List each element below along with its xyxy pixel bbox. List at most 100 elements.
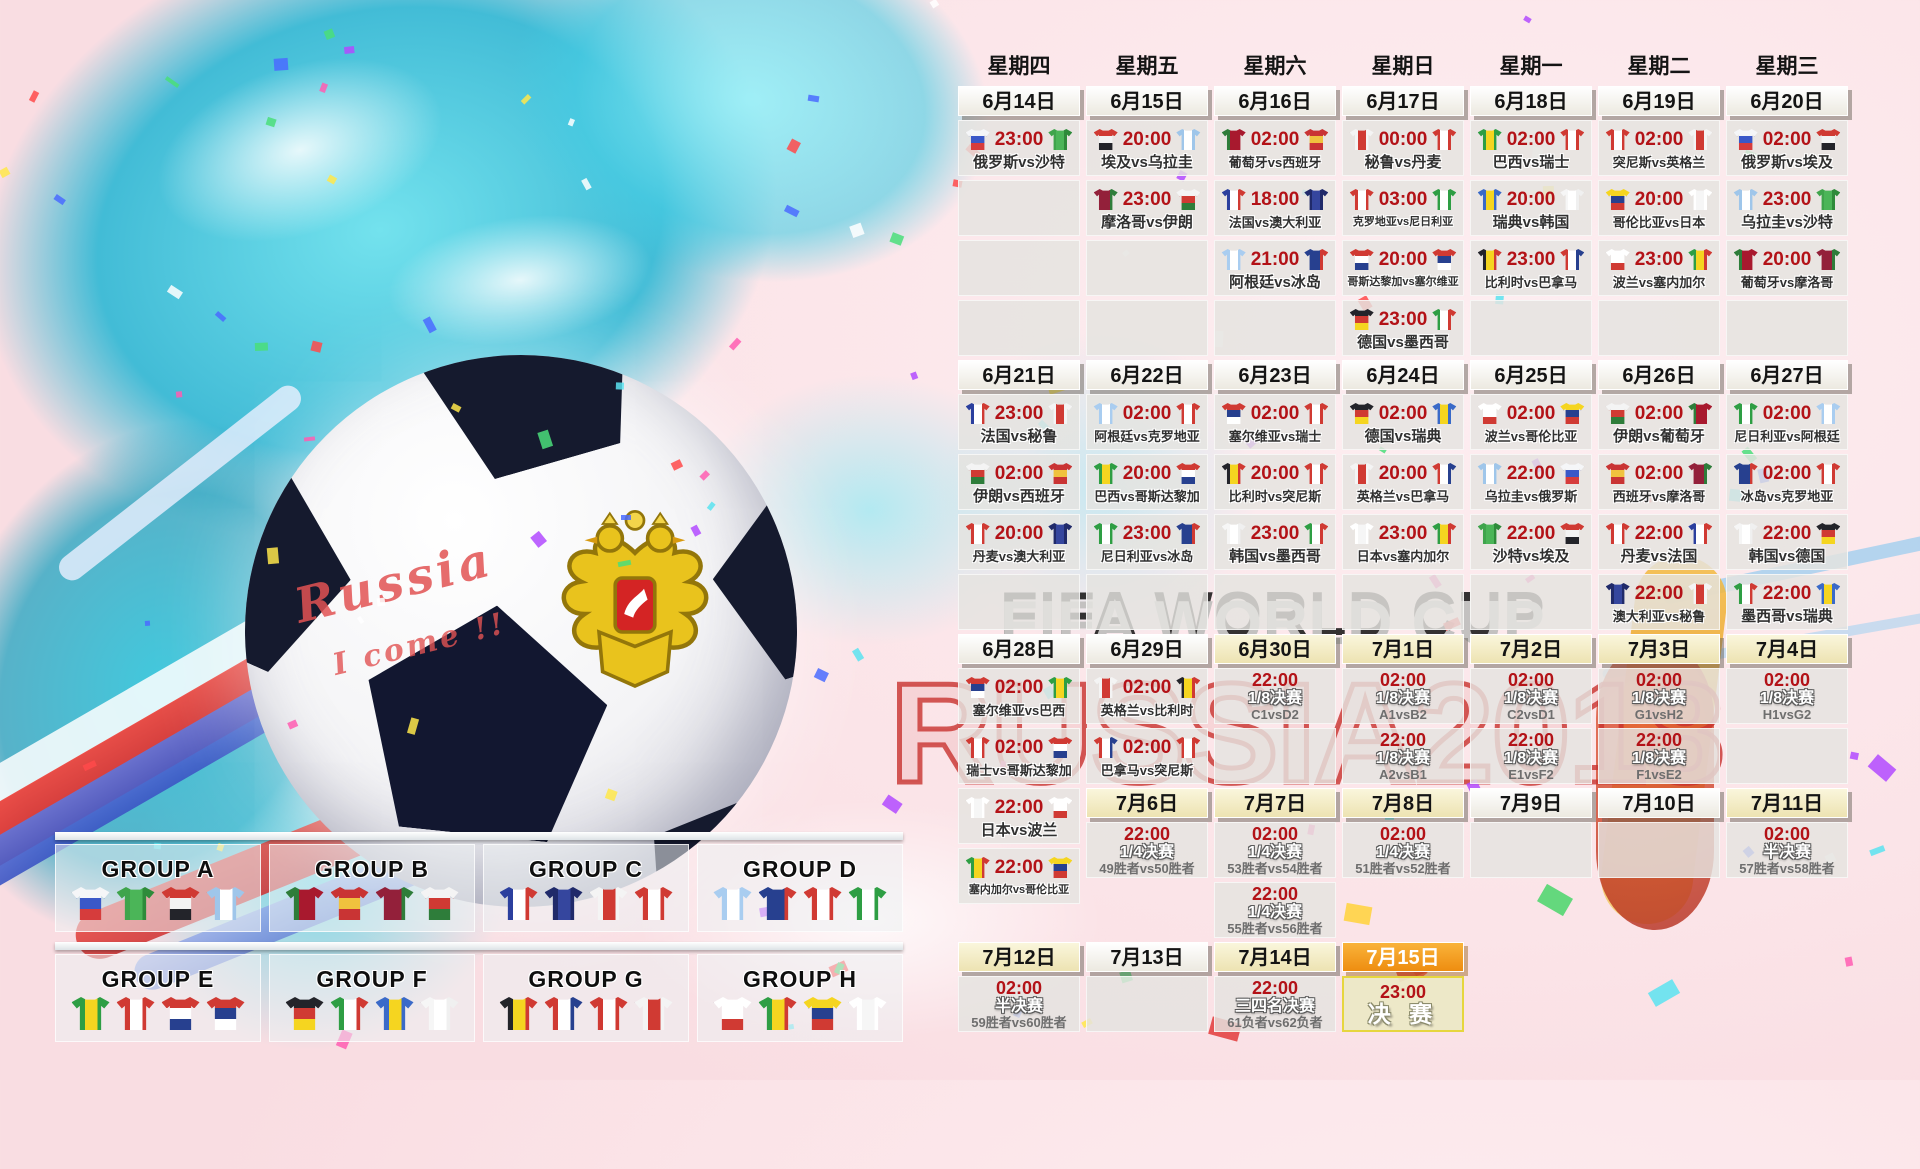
kickoff-time: 02:00 [1634,463,1684,484]
kickoff-time: 02:00 [995,977,1043,998]
date-header: 7月1日 [1342,634,1464,664]
group-jerseys [713,887,887,920]
team-jersey-icon [1733,583,1758,604]
match-row: 02:00 [1605,460,1713,488]
kickoff-time: 22:00 [1506,523,1556,544]
team-jersey-icon [1605,249,1630,270]
team-jersey-icon [206,887,245,920]
team-jersey-icon [161,887,200,920]
kickoff-time: 18:00 [1250,189,1300,210]
team-jersey-icon [965,403,990,424]
match-row: 02:00 [965,734,1073,762]
kickoff-time: 02:00 [1634,403,1684,424]
team-jersey-icon [965,463,990,484]
team-jersey-icon [1432,189,1457,210]
kickoff-time: 22:00 [1506,463,1556,484]
match-row: 20:00 [1605,186,1713,214]
group-title: GROUP C [529,856,643,882]
match-teams-label: 塞尔维亚vs瑞士 [1228,428,1322,444]
match-teams-label: 阿根廷vs冰岛 [1229,273,1321,291]
match-cell: 20:00 埃及vs乌拉圭 [1086,120,1208,176]
match-cell: 23:00 摩洛哥vs伊朗 [1086,180,1208,236]
team-jersey-icon [1048,403,1073,424]
team-jersey-icon [1093,463,1118,484]
team-jersey-icon [1816,403,1841,424]
match-row: 20:00 [1349,246,1457,274]
kickoff-time: 02:00 [1122,677,1172,698]
kickoff-time: 22:00 [1762,523,1812,544]
team-jersey-icon [1048,129,1073,150]
match-teams-label: 尼日利亚vs冰岛 [1100,548,1194,564]
match-cell: 02:00 波兰vs哥伦比亚 [1470,394,1592,450]
kickoff-time: 02:00 [1379,823,1427,844]
match-teams-label: 秘鲁vs丹麦 [1364,153,1442,171]
date-header: 7月7日 [1214,788,1336,818]
kickoff-time: 02:00 [1250,129,1300,150]
team-jersey-icon [965,523,990,544]
team-jersey-icon [1048,857,1073,878]
knockout-cell: 22:00 1/8决赛 A2vsB1 [1342,728,1464,784]
kickoff-time: 02:00 [1763,669,1811,690]
team-jersey-icon [1560,403,1585,424]
kickoff-time: 23:00 [1634,249,1684,270]
team-jersey-icon [848,887,887,920]
kickoff-time: 03:00 [1378,189,1428,210]
match-cell: 02:00 伊朗vs葡萄牙 [1598,394,1720,450]
group-jerseys [285,997,459,1030]
empty-cell [1470,574,1592,630]
match-cell: 02:00 尼日利亚vs阿根廷 [1726,394,1848,450]
match-teams-label: 巴拿马vs突尼斯 [1100,762,1194,778]
date-header: 6月27日 [1726,360,1848,390]
pairing-label: 49胜者vs50胜者 [1099,860,1195,876]
group-title: GROUP B [315,856,429,882]
team-jersey-icon [803,997,842,1030]
pairing-label: A2vsB1 [1379,766,1427,782]
team-jersey-icon [1733,523,1758,544]
match-row: 22:00 [1733,520,1841,548]
match-teams-label: 日本vs波兰 [980,821,1058,839]
group-row: GROUP E GROUP F GROUP G GROUP H [55,954,903,1042]
team-jersey-icon [1093,403,1118,424]
match-cell: 23:00 比利时vs巴拿马 [1470,240,1592,296]
round-label: 三四名决赛 [1234,997,1315,1015]
empty-cell [1214,300,1336,356]
match-teams-label: 瑞典vs韩国 [1492,213,1570,231]
team-jersey-icon [1304,463,1329,484]
group-title: GROUP A [101,856,215,882]
match-cell: 23:00 俄罗斯vs沙特 [958,120,1080,176]
match-cell: 02:00 西班牙vs摩洛哥 [1598,454,1720,510]
team-jersey-icon [1048,523,1073,544]
team-jersey-icon [161,997,200,1030]
match-row: 22:00 [1477,460,1585,488]
calendar-column: 星期三 6月20日 02:00 俄罗斯vs埃及 23:00 乌拉圭vs沙特 20:00 葡萄牙… [1726,50,1848,1032]
round-label: 1/4决赛 [1375,843,1431,861]
knockout-cell: 02:00 1/4决赛 51胜者vs52胜者 [1342,822,1464,878]
kickoff-time: 22:00 [1123,823,1171,844]
team-jersey-icon [206,997,245,1030]
team-jersey-icon [758,887,797,920]
date-header: 6月22日 [1086,360,1208,390]
match-teams-label: 哥斯达黎加vs塞尔维亚 [1347,275,1459,288]
match-teams-label: 哥伦比亚vs日本 [1612,214,1706,230]
team-jersey-icon [1477,403,1502,424]
team-jersey-icon [1432,249,1457,270]
confetti-piece [254,342,269,351]
match-row: 02:00 [1605,400,1713,428]
team-jersey-icon [1176,677,1201,698]
match-teams-label: 英格兰vs比利时 [1100,702,1194,718]
kickoff-time: 02:00 [1122,737,1172,758]
knockout-cell: 22:00 1/4决赛 55胜者vs56胜者 [1214,882,1336,938]
match-cell: 20:00 英格兰vs巴拿马 [1342,454,1464,510]
match-cell: 23:00 波兰vs塞内加尔 [1598,240,1720,296]
match-row: 02:00 [965,674,1073,702]
team-jersey-icon [1733,189,1758,210]
team-jersey-icon [1048,677,1073,698]
kickoff-time: 23:00 [1378,309,1428,330]
match-teams-label: 西班牙vs摩洛哥 [1612,488,1706,504]
knockout-cell: 22:00 1/4决赛 49胜者vs50胜者 [1086,822,1208,878]
match-cell: 22:00 沙特vs埃及 [1470,514,1592,570]
knockout-cell: 02:00 1/4决赛 53胜者vs54胜者 [1214,822,1336,878]
russia-coat-of-arms-icon [561,510,709,688]
team-jersey-icon [1176,403,1201,424]
kickoff-time: 23:00 [994,129,1044,150]
